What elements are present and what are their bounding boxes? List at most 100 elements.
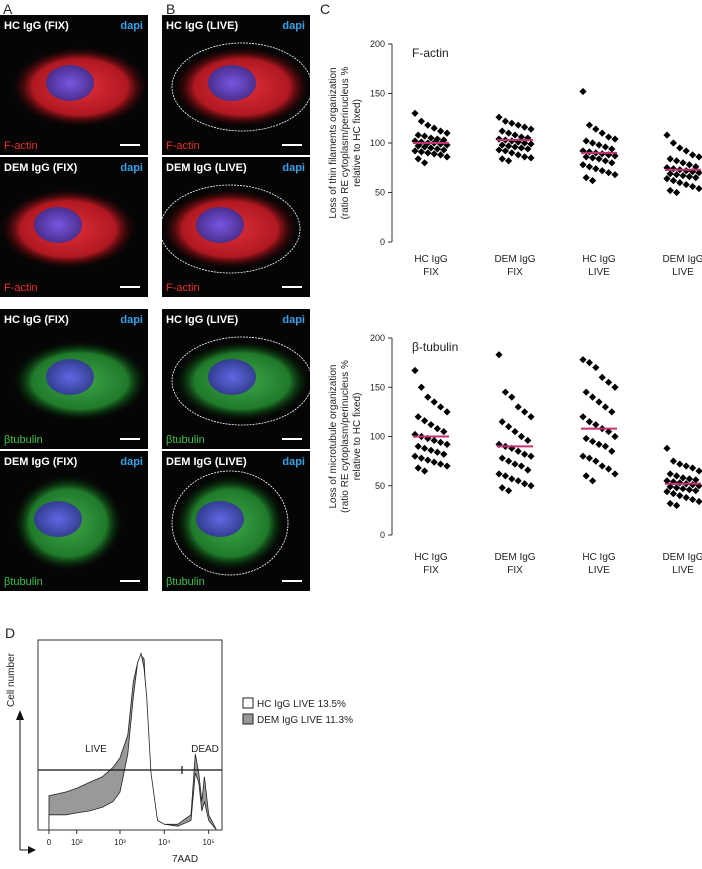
data-point <box>676 179 684 187</box>
condition-label: HC IgG (FIX) <box>4 20 69 32</box>
data-point <box>421 467 429 475</box>
marker-label: F-actin <box>4 282 38 294</box>
y-axis-title: Loss of thin filaments organization <box>328 67 339 218</box>
cell-outline <box>171 42 313 132</box>
arrow-head <box>16 710 24 720</box>
data-point <box>517 144 525 152</box>
data-point <box>669 139 677 147</box>
data-point <box>579 161 587 169</box>
condition-label: HC IgG (LIVE) <box>166 314 238 326</box>
x-tick-label: FIX <box>507 267 523 278</box>
data-point <box>676 460 684 468</box>
x-tick-label: 10⁴ <box>158 838 171 847</box>
plot-frame <box>37 639 223 831</box>
data-point <box>511 131 519 139</box>
data-point <box>579 413 587 421</box>
nucleus <box>196 501 244 537</box>
x-axis-title: 7AAD <box>172 854 198 865</box>
data-point <box>411 366 419 375</box>
data-point <box>601 143 609 151</box>
data-point <box>608 145 616 153</box>
data-point <box>498 127 506 135</box>
y-tick-label: 100 <box>370 138 385 148</box>
data-point <box>666 155 674 163</box>
legend-label: DEM IgG LIVE 11.3% <box>257 715 353 726</box>
data-point <box>433 448 441 456</box>
data-point <box>414 413 422 421</box>
data-point <box>601 442 609 450</box>
data-point <box>663 488 671 496</box>
data-point <box>666 186 674 195</box>
data-point <box>695 184 702 193</box>
data-point <box>505 487 513 495</box>
nucleus <box>196 207 244 243</box>
data-point <box>424 434 432 443</box>
data-point <box>679 172 687 180</box>
data-point <box>421 444 429 452</box>
y-tick-label: 0 <box>380 237 385 247</box>
data-point <box>517 462 525 470</box>
data-point <box>669 177 677 185</box>
data-point <box>508 119 516 127</box>
x-tick-label: DEM IgG <box>494 552 535 563</box>
data-point <box>611 383 619 391</box>
data-point <box>430 124 438 132</box>
data-point <box>495 146 503 154</box>
data-point <box>598 167 606 175</box>
data-point <box>585 359 593 367</box>
data-point <box>673 171 681 179</box>
marker-label: βtubulin <box>166 434 205 446</box>
data-point <box>527 452 535 460</box>
data-point <box>527 154 535 162</box>
data-point <box>695 497 702 506</box>
marker-label: βtubulin <box>166 576 205 588</box>
data-point <box>424 393 432 401</box>
data-point <box>589 139 597 147</box>
data-point <box>589 477 597 485</box>
marker-label: βtubulin <box>4 576 43 588</box>
data-point <box>511 427 519 436</box>
data-point <box>495 351 503 359</box>
x-tick-label: 10⁵ <box>203 838 215 847</box>
data-point <box>666 170 674 178</box>
data-point <box>498 454 506 462</box>
data-point <box>421 159 429 167</box>
data-point <box>601 403 609 411</box>
data-point <box>443 153 451 161</box>
data-point <box>495 113 503 121</box>
panel-letter: D <box>5 625 15 641</box>
data-point <box>695 467 702 475</box>
data-point <box>611 135 619 143</box>
data-point <box>695 169 702 177</box>
x-tick-label: DEM IgG <box>662 552 702 563</box>
data-point <box>582 388 590 396</box>
data-point <box>663 477 671 485</box>
data-point <box>689 182 697 191</box>
stain-label: dapi <box>120 20 143 32</box>
data-point <box>595 141 603 149</box>
data-point <box>511 460 519 468</box>
data-point <box>527 125 535 133</box>
y-axis-title: (ratio RE cytoplasm/perinucleus % <box>340 360 351 513</box>
data-point <box>608 447 616 455</box>
data-point <box>682 493 690 502</box>
data-point <box>679 159 687 167</box>
y-tick-label: 100 <box>370 432 385 442</box>
data-point <box>601 157 609 165</box>
data-point <box>505 423 513 431</box>
stain-label: dapi <box>120 314 143 326</box>
y-tick-label: 200 <box>370 39 385 49</box>
data-point <box>424 121 432 129</box>
data-point <box>592 165 600 173</box>
data-point <box>411 109 419 117</box>
data-point <box>692 163 700 171</box>
data-point <box>427 421 435 429</box>
data-point <box>437 460 445 468</box>
data-point <box>666 483 674 491</box>
data-point <box>508 475 516 483</box>
data-point <box>685 161 693 169</box>
x-tick-label: 0 <box>47 838 52 847</box>
x-tick-label: DEM IgG <box>494 254 535 265</box>
plot-label: β-tubulin <box>412 340 458 354</box>
